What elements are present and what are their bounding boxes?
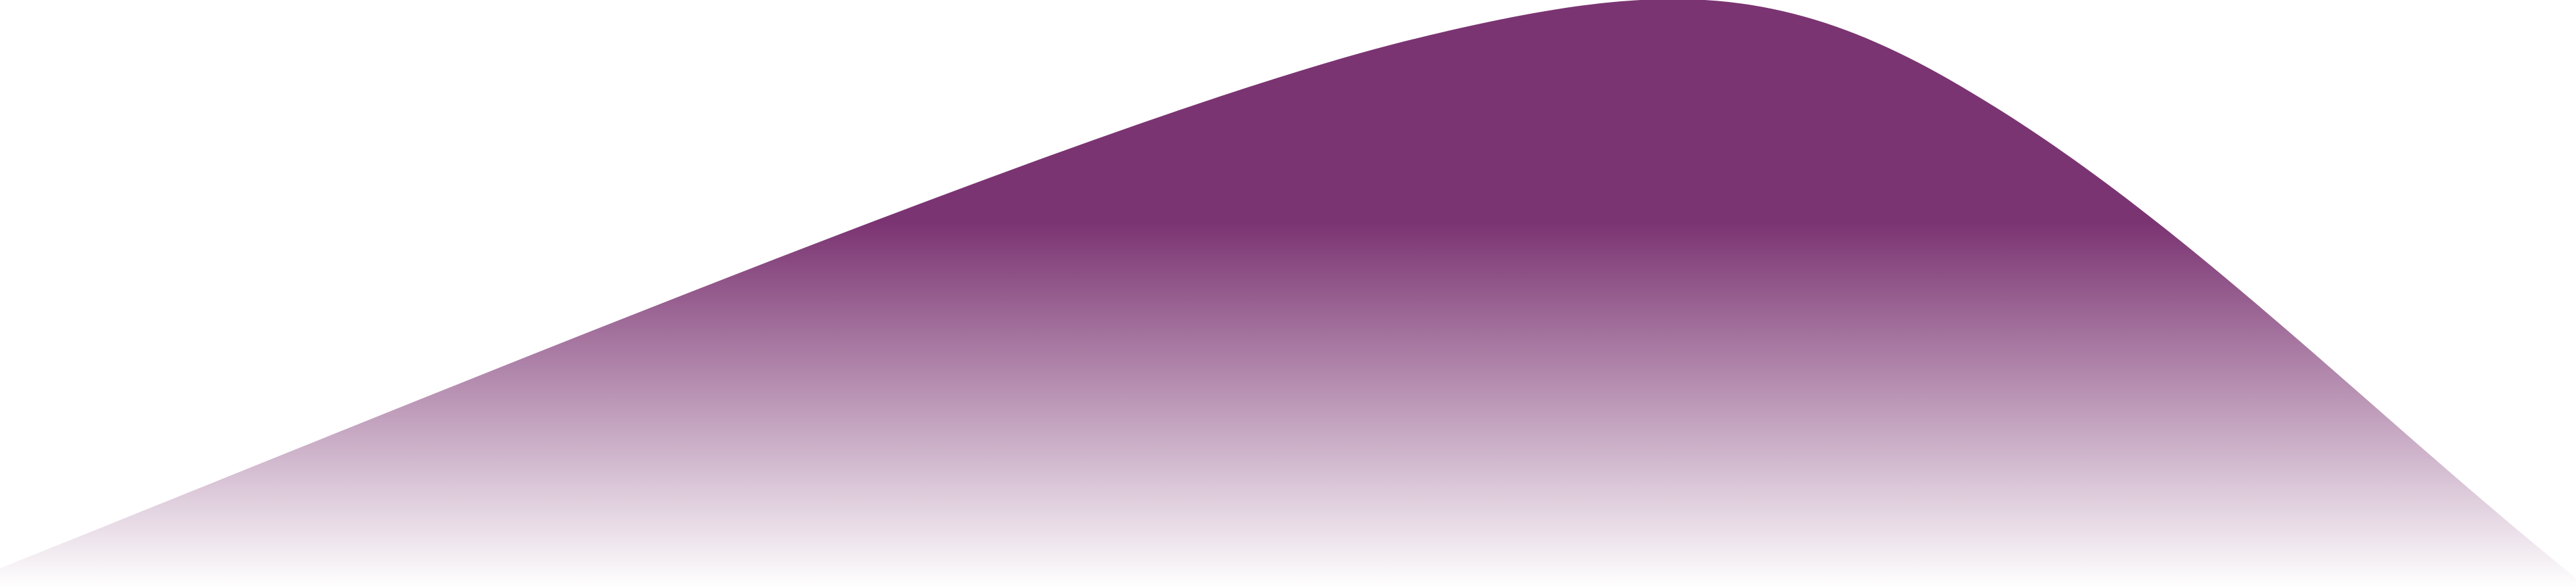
background-canvas	[0, 0, 2576, 588]
wave-decoration	[0, 0, 2576, 588]
wave-shape	[0, 0, 2576, 588]
